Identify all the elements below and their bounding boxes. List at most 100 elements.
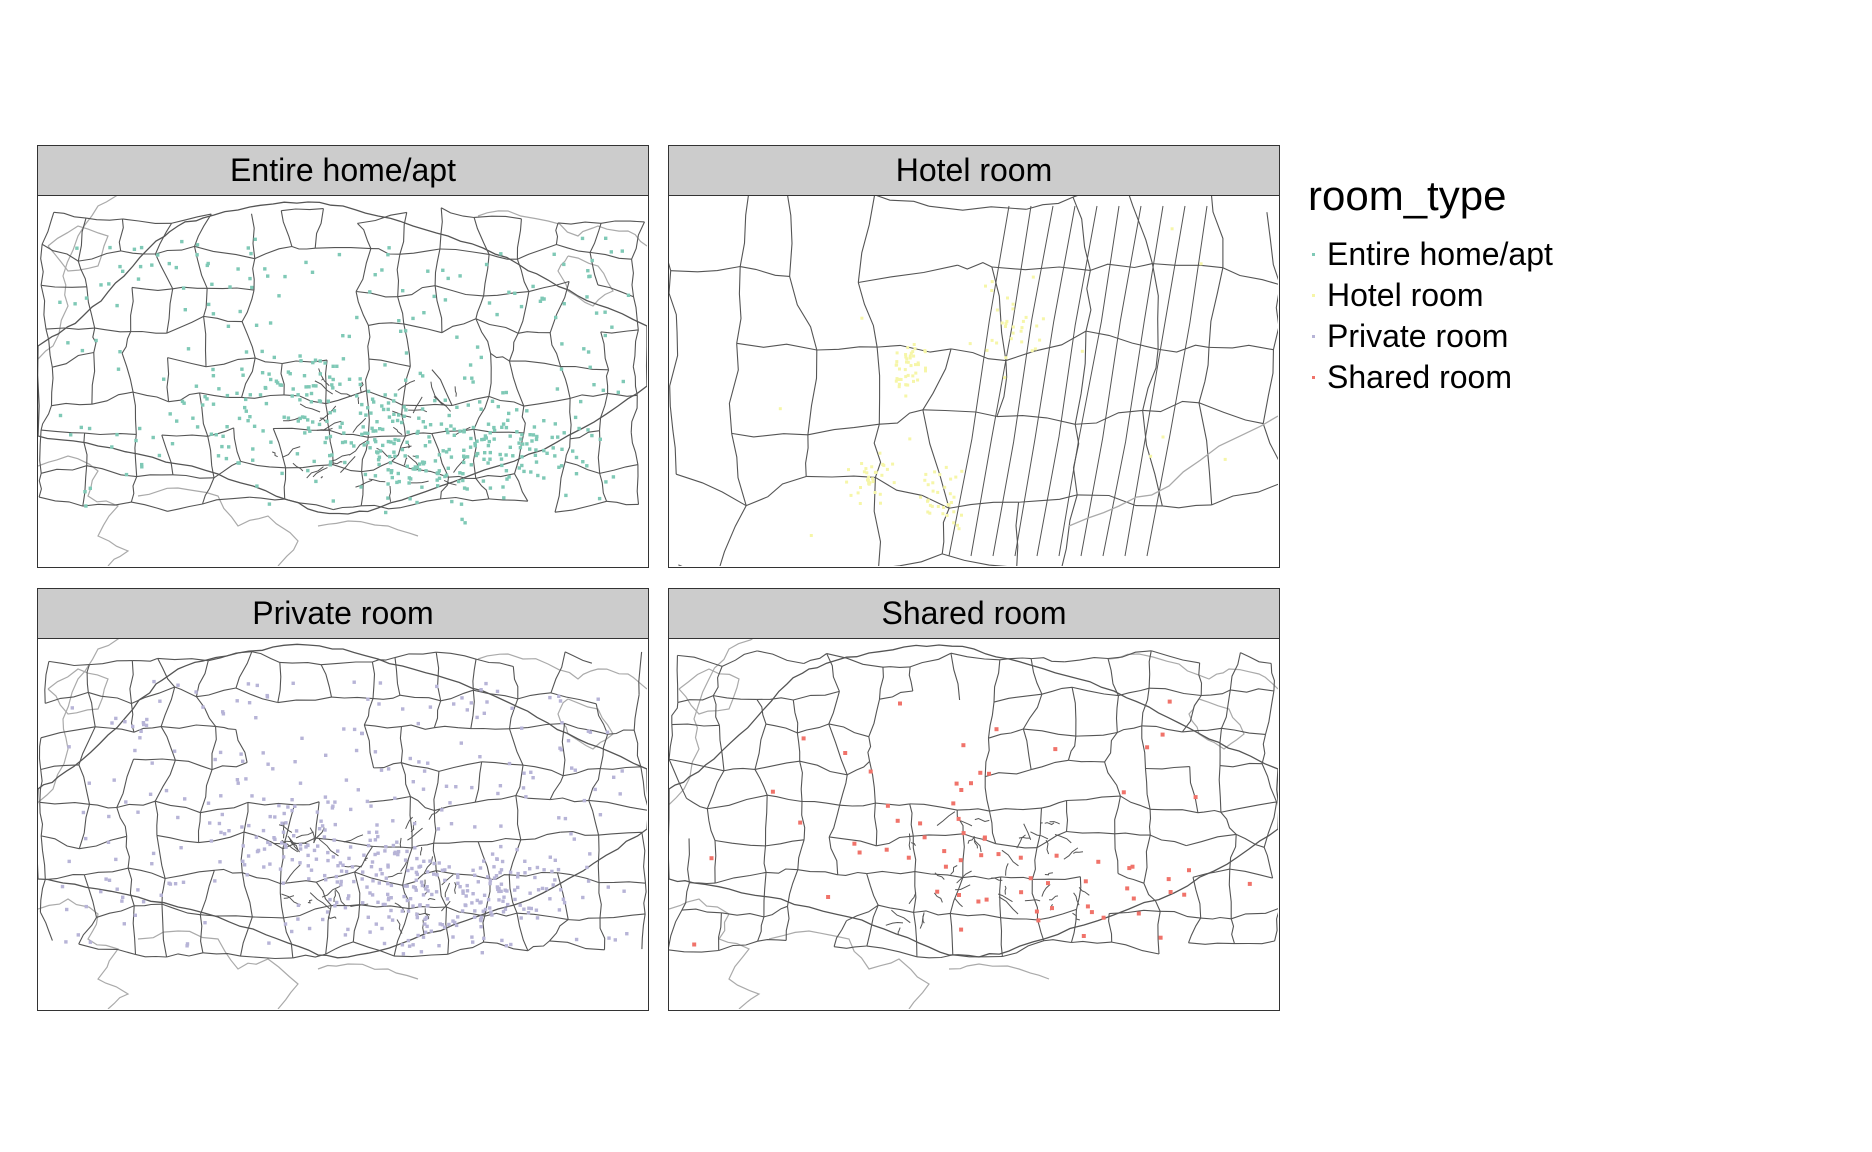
subzone-boundary <box>279 848 284 884</box>
subzone-boundary <box>1002 940 1044 958</box>
listing-point <box>984 897 989 902</box>
subzone-boundary <box>555 222 559 245</box>
listing-point <box>462 486 467 490</box>
listing-point <box>390 475 394 480</box>
listing-point <box>182 401 186 405</box>
listing-point <box>227 445 231 449</box>
subzone-boundary <box>196 687 237 698</box>
subzone-boundary <box>826 653 884 668</box>
listing-point <box>860 462 864 465</box>
listing-point <box>945 514 949 517</box>
listing-point <box>213 879 217 883</box>
listing-point <box>956 816 961 821</box>
listing-point <box>331 386 335 390</box>
subzone-boundary <box>205 357 256 368</box>
listing-point <box>488 450 492 455</box>
subzone-boundary <box>333 890 336 903</box>
listing-point <box>262 865 266 869</box>
listing-point <box>416 429 420 434</box>
listing-point <box>923 478 927 482</box>
listing-point <box>170 442 175 446</box>
listing-point <box>176 815 180 820</box>
listing-point <box>478 866 483 870</box>
subzone-boundary <box>936 811 956 826</box>
listing-point <box>871 480 875 484</box>
listing-point <box>162 377 166 381</box>
listing-point <box>1031 275 1035 279</box>
listing-point <box>201 705 205 709</box>
listing-point <box>508 870 513 874</box>
listing-point <box>957 893 961 897</box>
listing-point <box>333 904 337 908</box>
subzone-boundary <box>207 436 215 478</box>
subzone-boundary <box>1148 650 1152 689</box>
listing-point <box>548 855 552 859</box>
subzone-boundary <box>1045 839 1050 855</box>
listing-point <box>112 778 116 782</box>
listing-point <box>312 459 316 464</box>
listing-point <box>560 342 564 346</box>
listing-point <box>386 407 390 412</box>
listing-point <box>908 437 912 441</box>
subzone-boundary <box>517 243 557 260</box>
listing-point <box>506 902 510 907</box>
listing-point <box>370 860 375 864</box>
subzone-boundary <box>1274 912 1278 942</box>
subzone-boundary <box>77 260 88 287</box>
listing-point <box>298 781 303 785</box>
listing-point <box>282 811 286 816</box>
listing-point <box>99 283 103 287</box>
listing-point <box>376 900 380 904</box>
listing-point <box>338 382 342 386</box>
listing-point <box>994 727 999 732</box>
subzone-boundary <box>435 652 442 701</box>
listing-point <box>778 407 782 411</box>
subzone-boundary <box>354 846 374 873</box>
subzone-boundary <box>399 726 403 763</box>
subzone-boundary <box>400 860 408 872</box>
listing-point <box>1166 877 1171 882</box>
listing-point <box>529 770 533 774</box>
subzone-boundary <box>1220 801 1277 813</box>
listing-point <box>465 889 470 893</box>
listing-point <box>139 245 144 250</box>
listing-point <box>383 849 387 853</box>
coastline <box>38 639 120 804</box>
subzone-boundary <box>155 253 174 290</box>
subzone-boundary <box>879 409 924 425</box>
listing-point <box>375 823 379 827</box>
listing-point <box>369 865 374 869</box>
listing-point <box>978 770 983 775</box>
listing-point <box>123 720 127 724</box>
listing-point <box>309 868 314 872</box>
subzone-boundary <box>129 660 134 704</box>
island-outline <box>47 225 109 272</box>
listing-point <box>462 460 466 465</box>
listing-point <box>107 878 112 882</box>
subzone-boundary <box>912 836 917 872</box>
listing-point <box>473 909 477 913</box>
listing-point <box>526 911 531 915</box>
listing-point <box>370 426 374 430</box>
subzone-boundary <box>397 380 416 391</box>
subzone-boundary <box>481 761 524 766</box>
subzone-boundary <box>952 954 1003 958</box>
listing-point <box>466 403 470 407</box>
subzone-boundary <box>401 762 440 772</box>
listing-point <box>306 853 310 858</box>
listing-point <box>141 900 146 904</box>
subzone-boundary <box>287 835 300 853</box>
listing-point <box>949 501 953 504</box>
subzone-boundary <box>1000 917 1003 957</box>
subzone-boundary <box>868 699 881 737</box>
map-shared-room <box>669 639 1278 1009</box>
listing-point <box>317 827 322 831</box>
subzone-boundary <box>713 695 757 700</box>
listing-point <box>488 457 492 461</box>
listing-point <box>246 246 250 250</box>
subzone-boundary <box>1049 821 1060 825</box>
listing-point <box>326 858 330 863</box>
subzone-boundary <box>1192 868 1230 878</box>
subzone-boundary <box>763 845 767 873</box>
subzone-boundary <box>518 331 551 334</box>
